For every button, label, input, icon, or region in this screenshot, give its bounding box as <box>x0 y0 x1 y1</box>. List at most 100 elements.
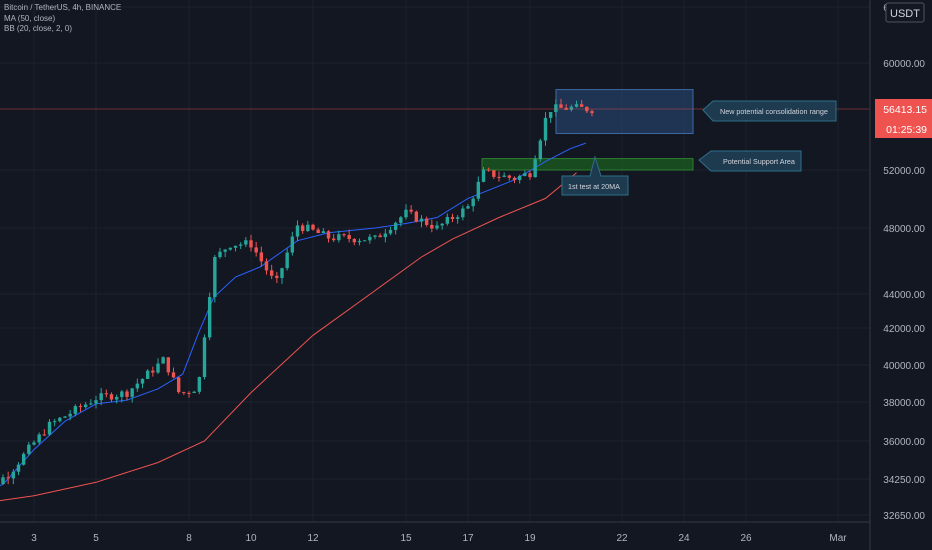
candle-body <box>42 434 47 436</box>
candle <box>114 394 119 404</box>
candle-body <box>238 244 243 246</box>
candle <box>476 176 481 202</box>
candle <box>244 237 248 248</box>
candle-body <box>187 392 191 394</box>
support-callout-shape[interactable] <box>698 150 802 172</box>
candle <box>523 170 527 177</box>
candle-body <box>523 173 527 176</box>
candle-body <box>145 370 150 379</box>
chart-grid <box>0 0 870 522</box>
candle <box>569 104 574 112</box>
candle-body <box>419 218 424 222</box>
candle <box>502 172 506 178</box>
x-tick-label: 3 <box>31 533 37 544</box>
candle <box>404 204 408 220</box>
candle-body <box>197 377 202 392</box>
x-tick-label: 17 <box>462 533 474 544</box>
candle-body <box>264 261 269 271</box>
countdown-badge <box>875 119 932 138</box>
bb-basis-line <box>0 142 586 487</box>
candle-body <box>78 406 83 408</box>
candle <box>125 389 129 401</box>
candle <box>259 246 264 267</box>
y-tick-label: 44000.00 <box>883 290 925 301</box>
consolidation-callout-label: New potential consolidation range <box>720 107 828 116</box>
last-price-badge <box>875 99 932 119</box>
candle-body <box>321 231 326 234</box>
x-tick-label: 8 <box>186 533 192 544</box>
y-tick-label: 32650.00 <box>883 511 925 522</box>
y-axis-ticks[interactable]: 65000.0060000.0052000.0048000.0044000.00… <box>883 3 925 522</box>
candle-body <box>223 249 227 252</box>
candle-body <box>244 240 248 245</box>
candle-body <box>259 252 264 262</box>
candle <box>176 377 181 394</box>
consolidation-callout-shape[interactable] <box>702 100 837 122</box>
candle-body <box>16 464 21 472</box>
candle-body <box>27 444 31 454</box>
candle <box>151 366 155 377</box>
x-axis-ticks[interactable]: 3 5 8 10 12 15 17 19 22 24 26 Mar <box>31 533 847 544</box>
support-area-zone[interactable] <box>481 158 694 171</box>
candle <box>37 432 41 445</box>
candle <box>27 441 31 456</box>
candle <box>368 234 372 244</box>
candle-body <box>11 471 16 479</box>
candle-body <box>424 218 429 225</box>
candle <box>223 249 227 258</box>
candle <box>182 391 186 395</box>
ma-test-callout-shape[interactable] <box>561 155 629 196</box>
candle-body <box>228 247 233 250</box>
candle-body <box>548 112 553 118</box>
candle-body <box>1 477 5 484</box>
candle <box>342 233 346 238</box>
candle <box>311 223 315 231</box>
candle <box>481 166 486 183</box>
candle <box>109 392 114 402</box>
candle <box>352 238 357 246</box>
candle <box>166 357 171 376</box>
candle <box>517 174 522 184</box>
candle-body <box>207 296 212 338</box>
candle <box>238 242 243 250</box>
candle-body <box>32 442 36 445</box>
candle-body <box>306 224 310 232</box>
consolidation-range-zone[interactable] <box>555 89 694 134</box>
ma-test-callout-label: 1st test at 20MA <box>568 182 620 191</box>
candle-body <box>492 170 496 177</box>
candle <box>579 100 584 108</box>
callouts: New potential consolidation range Potent… <box>561 100 837 196</box>
x-tick-label: 15 <box>400 533 412 544</box>
candle-body <box>476 181 481 199</box>
candle-body <box>316 229 320 234</box>
candle-body <box>202 337 207 378</box>
candle-body <box>161 357 165 364</box>
candle <box>21 452 26 466</box>
candle-body <box>383 233 388 238</box>
candle-body <box>445 216 450 224</box>
x-tick-label: Mar <box>829 533 847 544</box>
candle <box>574 100 579 108</box>
candle <box>145 369 150 380</box>
candle <box>543 112 548 146</box>
candle-body <box>486 169 491 171</box>
currency-badge[interactable] <box>885 2 925 23</box>
candle-body <box>290 236 295 253</box>
candle-body <box>414 211 419 222</box>
candle <box>424 216 429 227</box>
candle <box>393 221 398 235</box>
candle <box>430 219 434 233</box>
candle-body <box>368 236 372 241</box>
candle <box>68 409 72 421</box>
candle-body <box>233 245 238 248</box>
candle-body <box>590 111 594 114</box>
indicator-legend[interactable]: Bitcoin / TetherUS, 4h, BINANCE MA (50, … <box>4 3 121 35</box>
y-tick-label: 48000.00 <box>883 224 925 235</box>
candle-body <box>37 434 41 443</box>
candle <box>554 99 558 117</box>
candle <box>6 471 10 485</box>
candle <box>140 378 145 389</box>
x-tick-label: 24 <box>678 533 690 544</box>
candle <box>1 474 5 486</box>
